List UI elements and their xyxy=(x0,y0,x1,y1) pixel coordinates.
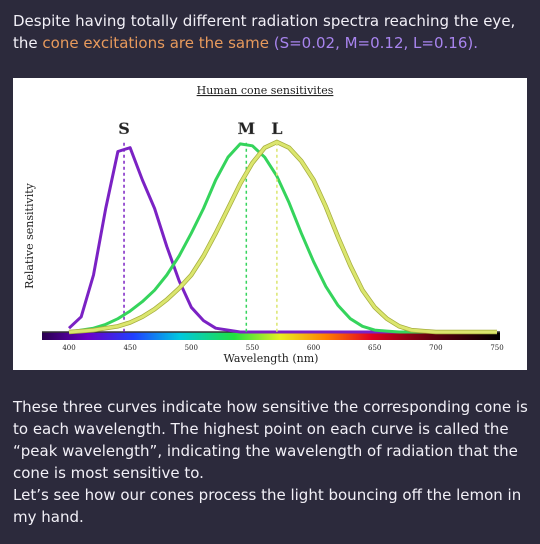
x-axis-label: Wavelength (nm) xyxy=(224,352,319,365)
series-label: M xyxy=(237,119,255,138)
intro-text: Despite having totally different radiati… xyxy=(13,12,516,52)
paragraph: Let’s see how our cones process the ligh… xyxy=(13,486,522,526)
series-line xyxy=(68,140,497,334)
x-tick-label: 400 xyxy=(62,344,75,352)
values-note: (S=0.02, M=0.12, L=0.16). xyxy=(268,34,479,52)
paragraph: These three curves indicate how sensitiv… xyxy=(13,398,528,482)
series-line xyxy=(68,142,497,334)
series-label: S xyxy=(118,119,130,138)
series-line xyxy=(67,146,497,334)
x-tick-label: 600 xyxy=(307,344,320,352)
body: These three curves indicate how sensitiv… xyxy=(13,396,529,528)
chart-title: Human cone sensitivites xyxy=(197,84,334,97)
spectrum-bar xyxy=(42,332,500,340)
x-tick-label: 750 xyxy=(490,344,503,352)
series-outline xyxy=(68,139,497,335)
x-tick-label: 700 xyxy=(429,344,442,352)
x-tick-label: 550 xyxy=(246,344,259,352)
x-tick-label: 450 xyxy=(123,344,136,352)
series-label: L xyxy=(271,119,282,138)
x-tick-label: 500 xyxy=(185,344,198,352)
highlight: cone excitations are the same xyxy=(42,34,269,52)
intro: Despite having totally different radiati… xyxy=(13,10,529,54)
x-tick-label: 650 xyxy=(368,344,381,352)
y-axis-label: Relative sensitivity xyxy=(23,182,36,289)
chart: Human cone sensitivites Wavelength (nm) … xyxy=(13,78,527,370)
